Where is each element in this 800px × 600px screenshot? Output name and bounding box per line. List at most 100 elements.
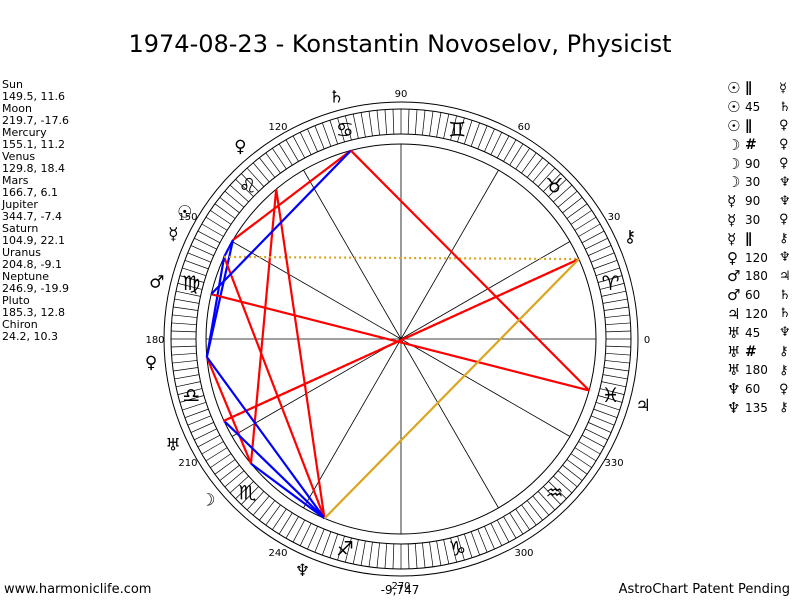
degree-tick: [194, 428, 217, 441]
degree-tick: [171, 345, 197, 348]
degree-tick: [345, 537, 352, 563]
degree-tick: [174, 374, 200, 380]
degree-tick: [190, 422, 214, 433]
aspect-planet-1-glyph: ☽: [727, 173, 741, 192]
degree-tick: [553, 184, 573, 203]
degree-tick: [407, 109, 410, 135]
degree-label: 240: [268, 548, 287, 559]
aspect-type: #: [745, 343, 757, 360]
degree-tick: [515, 148, 530, 170]
outer-circle: [163, 101, 639, 577]
aspect-row: ☿ 30 ♀: [727, 211, 799, 230]
degree-tick: [599, 283, 625, 290]
aspect-type: 30: [745, 212, 761, 227]
degree-tick: [214, 459, 236, 475]
degree-tick: [450, 537, 457, 563]
degree-tick: [376, 542, 380, 568]
aspect-planet-1-glyph: ☽: [727, 135, 741, 154]
aspect-row: ☿ 90 ♆: [727, 192, 799, 211]
planet-glyph: ⚷: [624, 227, 636, 247]
degree-tick: [352, 113, 359, 139]
website-link[interactable]: www.harmoniclife.com: [4, 582, 152, 597]
degree-tick: [602, 374, 628, 380]
degree-tick: [570, 453, 592, 468]
aspect-type: ∥: [745, 230, 752, 247]
degree-tick: [548, 178, 567, 197]
aspect-planet-1-glyph: ♂: [727, 286, 741, 305]
aspect-line: [350, 149, 590, 392]
aspect-planet-1-glyph: ♅: [727, 361, 741, 380]
degree-tick: [602, 298, 628, 304]
planet-glyph: ♂: [149, 272, 164, 292]
degree-tick: [214, 203, 236, 219]
zodiac-sign-glyph: ♉: [545, 174, 563, 198]
degree-tick: [464, 533, 473, 558]
degree-tick: [557, 190, 578, 208]
degree-tick: [562, 197, 583, 214]
degree-tick: [484, 526, 495, 550]
degree-tick: [197, 230, 221, 244]
degree-tick: [187, 252, 212, 263]
aspect-type: 45: [745, 100, 761, 115]
degree-tick: [599, 388, 625, 395]
degree-tick: [470, 531, 480, 556]
degree-tick: [337, 117, 345, 143]
degree-tick: [537, 167, 556, 187]
planet-coords: 104.9, 22.1: [2, 234, 65, 247]
degree-tick: [314, 125, 325, 150]
degree-tick: [329, 120, 338, 145]
aspect-type: 60: [745, 382, 761, 397]
degree-tick: [272, 508, 287, 530]
degree-tick: [194, 237, 217, 250]
aspect-planet-1-glyph: ♀: [727, 248, 738, 267]
degree-tick: [588, 245, 612, 256]
aspect-row: ♀ 120 ♆: [727, 248, 799, 267]
zodiac-sign-glyph: ♎: [182, 383, 200, 407]
degree-tick: [429, 111, 434, 137]
degree-tick: [190, 245, 214, 256]
degree-tick: [368, 111, 373, 137]
aspect-planet-2-glyph: ⚷: [779, 400, 789, 416]
aspect-planet-2-glyph: ♀: [779, 156, 789, 172]
degree-tick: [171, 322, 197, 326]
degree-tick: [229, 475, 249, 494]
degree-tick: [603, 306, 629, 311]
degree-tick: [177, 283, 203, 290]
degree-tick: [197, 434, 221, 448]
planet-coords: 246.9, -19.9: [2, 282, 69, 295]
degree-tick: [175, 381, 201, 388]
degree-tick: [503, 139, 517, 162]
degree-tick: [173, 367, 199, 372]
zodiac-sign-glyph: ♈: [602, 271, 620, 295]
aspect-line: [223, 256, 326, 519]
degree-tick: [570, 210, 592, 225]
degree-tick: [368, 541, 373, 567]
degree-tick: [182, 402, 207, 411]
aspect-type: 120: [745, 250, 768, 265]
aspect-line: [205, 356, 252, 464]
footer-value: -9,747: [380, 583, 420, 597]
house-spoke: [231, 241, 402, 340]
degree-tick: [322, 122, 332, 147]
degree-tick: [601, 381, 627, 388]
degree-tick: [422, 542, 426, 568]
planet-glyph: ♄: [329, 87, 344, 107]
degree-tick: [588, 422, 612, 433]
aspect-planet-1-glyph: ♂: [727, 267, 741, 286]
aspect-planet-2-glyph: ⚷: [779, 362, 789, 378]
zodiac-sign-glyph: ♌: [239, 174, 257, 198]
degree-tick: [252, 495, 270, 516]
aspect-row: ☽ 30 ♆: [727, 173, 799, 192]
aspect-line: [223, 420, 326, 520]
aspect-row: ♂ 60 ♄: [727, 286, 799, 305]
aspect-type: 180: [745, 269, 768, 284]
planet-coords: 149.5, 11.6: [2, 90, 65, 103]
degree-tick: [605, 345, 631, 348]
degree-tick: [595, 267, 620, 276]
aspect-type: 180: [745, 363, 768, 378]
zodiac-sign-glyph: ♒: [545, 480, 563, 504]
degree-tick: [307, 128, 318, 152]
degree-tick: [595, 402, 620, 411]
aspect-planet-1-glyph: ☉: [727, 116, 741, 135]
planet-name: Pluto: [2, 294, 30, 307]
